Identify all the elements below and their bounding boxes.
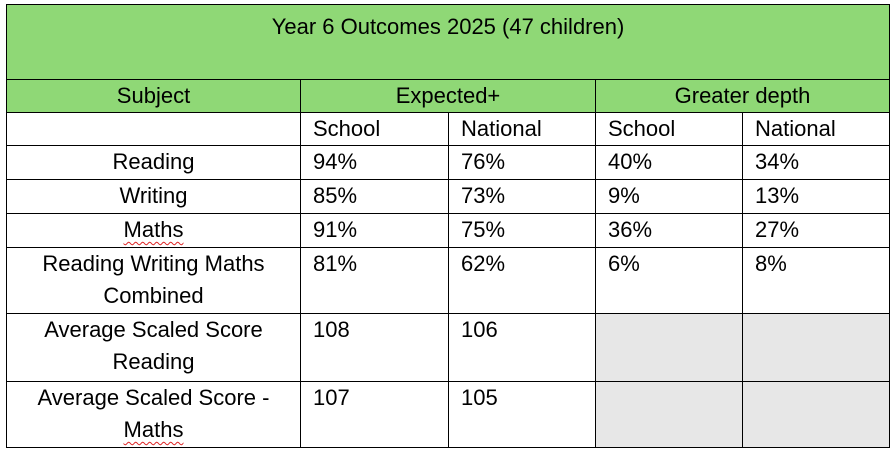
expected-national-subheader: National	[448, 112, 596, 146]
expected-national-cell: 105	[448, 381, 596, 448]
greater-depth-national-cell: 27%	[742, 213, 890, 248]
expected-national-cell: 62%	[448, 247, 596, 314]
table-row: Writing 85% 73% 9% 13%	[6, 179, 890, 214]
greater-depth-national-cell: 13%	[742, 179, 890, 214]
subject-header: Subject	[6, 79, 301, 113]
expected-national-cell: 106	[448, 313, 596, 382]
subject-label-line2: Combined	[103, 283, 204, 308]
expected-national-cell: 73%	[448, 179, 596, 214]
subject-label-line1: Average Scaled Score -	[37, 385, 270, 410]
table-row: Average Scaled Score - Maths 107 105	[6, 381, 890, 448]
greater-depth-school-subheader: School	[595, 112, 743, 146]
expected-school-cell: 107	[300, 381, 449, 448]
empty-subheader-cell	[6, 112, 301, 146]
greater-depth-national-subheader: National	[742, 112, 890, 146]
greater-depth-header: Greater depth	[595, 79, 890, 113]
table-row: Reading Writing Maths Combined 81% 62% 6%…	[6, 247, 890, 314]
greater-depth-school-cell: 9%	[595, 179, 743, 214]
greater-depth-school-cell: 6%	[595, 247, 743, 314]
expected-national-cell: 76%	[448, 145, 596, 180]
expected-school-cell: 94%	[300, 145, 449, 180]
table-row: Average Scaled Score Reading 108 106	[6, 313, 890, 382]
subject-cell: Reading	[6, 145, 301, 180]
subject-cell: Reading Writing Maths Combined	[6, 247, 301, 314]
greater-depth-national-cell: 8%	[742, 247, 890, 314]
expected-school-subheader: School	[300, 112, 449, 146]
expected-national-cell: 75%	[448, 213, 596, 248]
expected-school-cell: 91%	[300, 213, 449, 248]
greater-depth-national-cell-empty	[742, 313, 890, 382]
greater-depth-school-cell: 36%	[595, 213, 743, 248]
subject-label: Reading	[112, 149, 195, 174]
greater-depth-school-cell: 40%	[595, 145, 743, 180]
expected-school-cell: 85%	[300, 179, 449, 214]
subject-label: Maths	[123, 217, 184, 242]
greater-depth-school-cell-empty	[595, 381, 743, 448]
table-title: Year 6 Outcomes 2025 (47 children)	[6, 4, 890, 80]
subject-label-line2: Maths	[123, 417, 184, 442]
expected-school-cell: 108	[300, 313, 449, 382]
subject-cell: Average Scaled Score - Maths	[6, 381, 301, 448]
subject-label-line1: Reading Writing Maths	[42, 251, 265, 276]
subject-label-line2: Reading	[112, 349, 195, 374]
subject-label-line1: Average Scaled Score	[44, 317, 263, 342]
greater-depth-school-cell-empty	[595, 313, 743, 382]
subject-cell: Writing	[6, 179, 301, 214]
subject-label: Writing	[119, 183, 188, 208]
table-row: Reading 94% 76% 40% 34%	[6, 145, 890, 180]
expected-header: Expected+	[300, 79, 596, 113]
table-row: Maths 91% 75% 36% 27%	[6, 213, 890, 248]
subject-cell: Average Scaled Score Reading	[6, 313, 301, 382]
expected-school-cell: 81%	[300, 247, 449, 314]
outcomes-table: Year 6 Outcomes 2025 (47 children) Subje…	[6, 4, 890, 448]
subject-cell: Maths	[6, 213, 301, 248]
greater-depth-national-cell: 34%	[742, 145, 890, 180]
greater-depth-national-cell-empty	[742, 381, 890, 448]
